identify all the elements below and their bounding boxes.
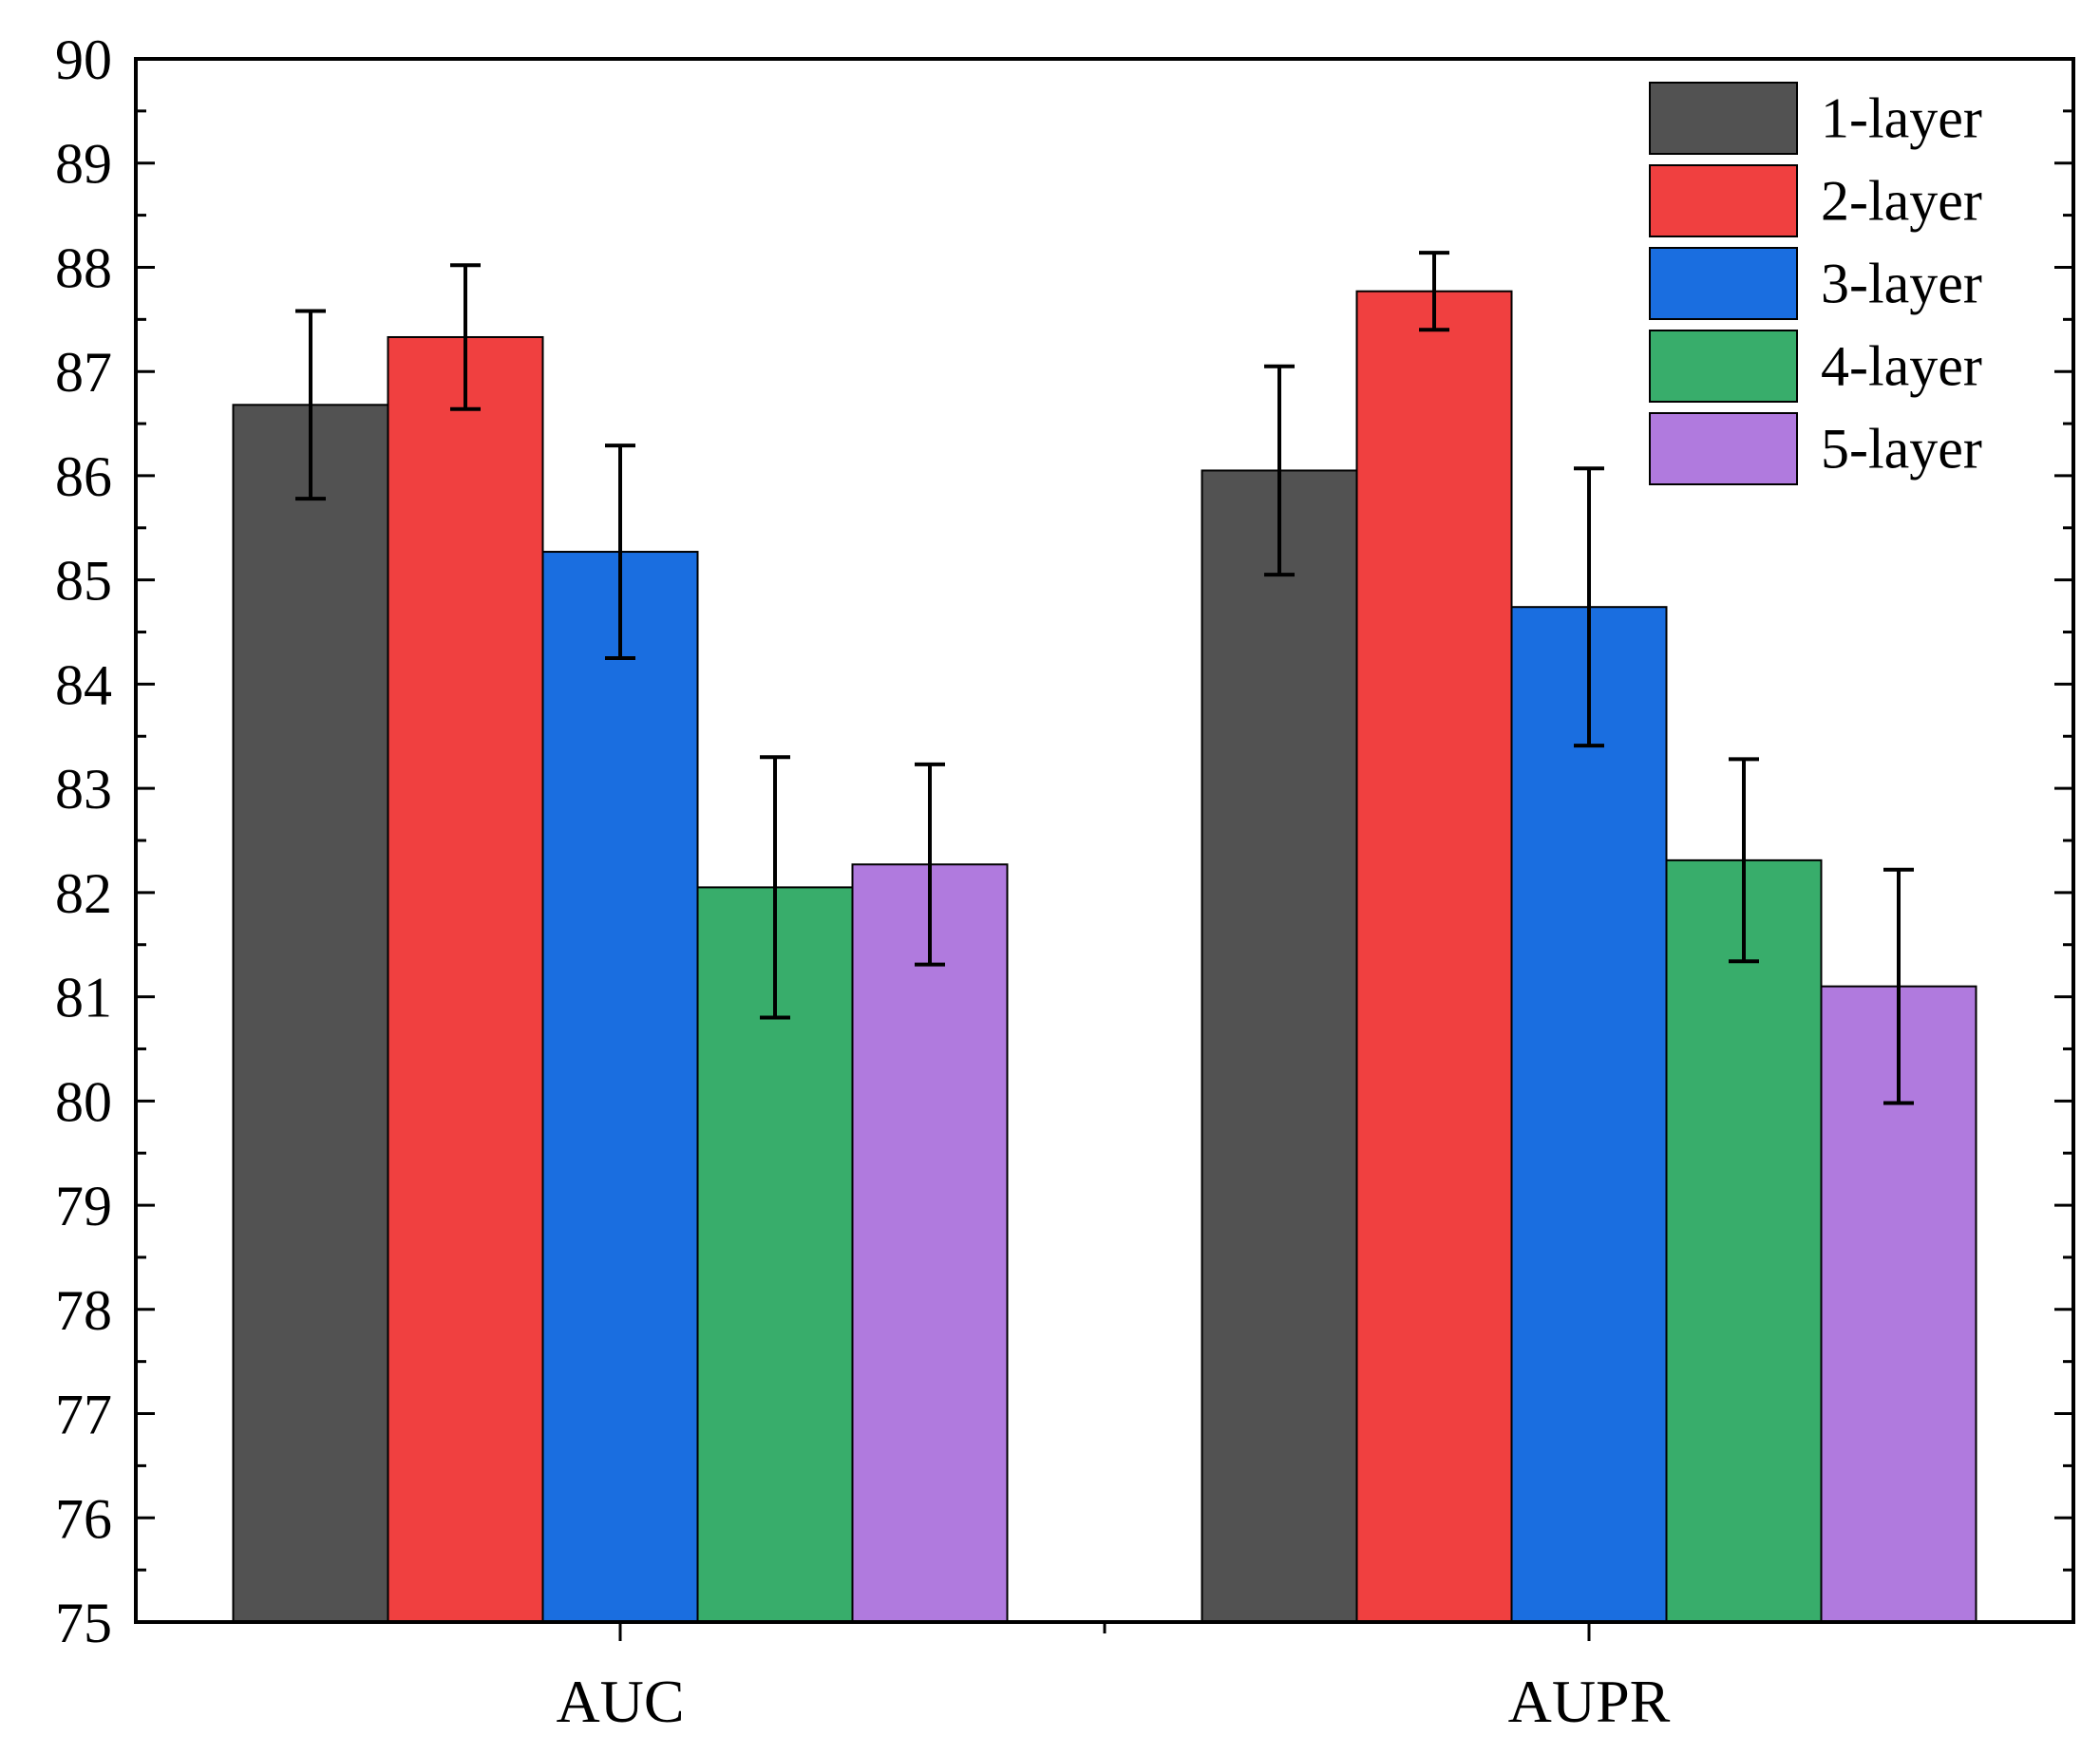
y-tick-label: 86 (55, 445, 112, 508)
y-tick-label: 75 (55, 1592, 112, 1654)
y-tick-label: 90 (55, 28, 112, 91)
y-tick-label: 88 (55, 236, 112, 299)
legend-label-5-layer: 5-layer (1821, 418, 1982, 481)
plot-frame (134, 57, 2075, 1624)
y-tick-label: 85 (55, 550, 112, 613)
bar-auc-3-layer (541, 551, 699, 1623)
y-tick-label: 80 (55, 1070, 112, 1133)
bar-aupr-4-layer (1665, 859, 1823, 1623)
x-tick-label-AUPR: AUPR (1508, 1668, 1671, 1735)
x-tick-label-AUC: AUC (556, 1668, 684, 1735)
legend-label-2-layer: 2-layer (1821, 170, 1982, 233)
bar-aupr-2-layer (1355, 290, 1513, 1623)
bar-aupr-3-layer (1510, 606, 1668, 1623)
y-tick-label: 76 (55, 1487, 112, 1550)
y-tick-label: 79 (55, 1175, 112, 1237)
legend-swatch-2-layer (1649, 164, 1798, 237)
legend-swatch-4-layer (1649, 330, 1798, 403)
y-tick-label: 83 (55, 758, 112, 821)
y-tick-label: 87 (55, 341, 112, 404)
legend-label-3-layer: 3-layer (1821, 253, 1982, 315)
legend-swatch-1-layer (1649, 82, 1798, 155)
bar-auc-1-layer (232, 404, 389, 1623)
y-tick-label: 78 (55, 1279, 112, 1342)
legend-label-1-layer: 1-layer (1821, 87, 1982, 150)
y-tick-label: 77 (55, 1384, 112, 1446)
legend-swatch-5-layer (1649, 412, 1798, 485)
bar-auc-5-layer (851, 863, 1009, 1623)
legend-swatch-3-layer (1649, 247, 1798, 320)
bar-aupr-1-layer (1201, 469, 1358, 1623)
y-tick-label: 82 (55, 862, 112, 925)
y-tick-label: 84 (55, 653, 112, 716)
legend-label-4-layer: 4-layer (1821, 335, 1982, 398)
y-tick-label: 89 (55, 133, 112, 196)
y-tick-label: 81 (55, 967, 112, 1029)
bar-auc-2-layer (387, 335, 544, 1623)
